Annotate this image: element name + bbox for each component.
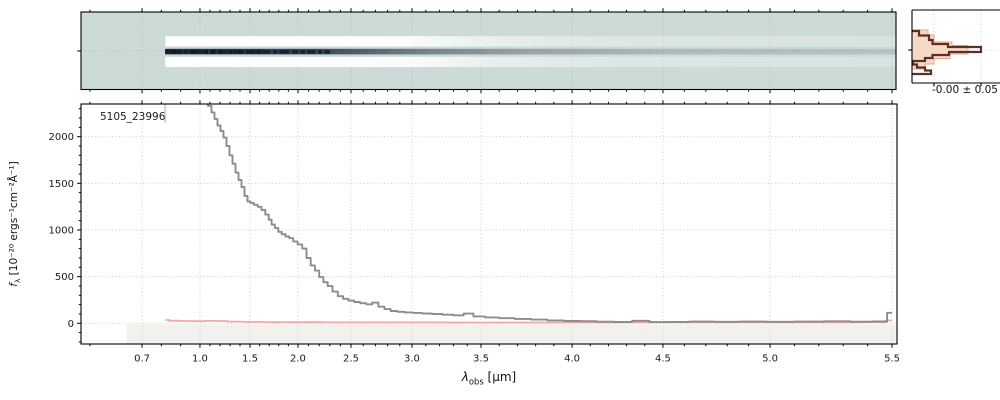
spec2d-panel — [77, 8, 897, 94]
svg-text:1.5: 1.5 — [242, 354, 258, 365]
svg-text:3.0: 3.0 — [404, 354, 420, 365]
svg-text:2000: 2000 — [49, 132, 74, 143]
y-axis-label: fλ [10⁻²⁰ ergs⁻¹cm⁻²Å⁻¹] — [8, 74, 24, 374]
svg-text:0: 0 — [68, 319, 74, 330]
source-id-label: 5105_23996 — [100, 111, 166, 123]
svg-text:3.5: 3.5 — [473, 354, 489, 365]
y-axis-symbol: f — [8, 283, 20, 287]
svg-text:5.0: 5.0 — [762, 354, 778, 365]
svg-text:1.0: 1.0 — [192, 354, 208, 365]
x-axis-subscript: obs — [468, 376, 484, 387]
x-axis-symbol: λ — [461, 370, 469, 384]
x-axis-unit: [μm] — [483, 370, 517, 384]
svg-text:0.7: 0.7 — [134, 354, 150, 365]
profile-stat-label: -0.00 ± 0.05 — [931, 84, 998, 96]
spec1d-panel: 0.7 1.0 1.5 2.0 2.5 3.0 3.5 4.0 4.5 5.0 5.5 0 500 100… — [49, 100, 900, 365]
y-axis-subscript: λ — [13, 278, 23, 284]
svg-text:4.5: 4.5 — [655, 354, 671, 365]
svg-text:1000: 1000 — [49, 225, 74, 236]
x-axis-label: λobs [μm] — [389, 370, 589, 386]
y-axis-unit: [10⁻²⁰ ergs⁻¹cm⁻²Å⁻¹] — [8, 161, 20, 279]
svg-text:500: 500 — [55, 272, 74, 283]
svg-text:4.0: 4.0 — [564, 354, 580, 365]
svg-text:5.5: 5.5 — [884, 354, 900, 365]
profile-panel — [908, 9, 1000, 87]
svg-text:2.5: 2.5 — [343, 354, 359, 365]
svg-text:1500: 1500 — [49, 179, 74, 190]
svg-text:2.0: 2.0 — [290, 354, 306, 365]
